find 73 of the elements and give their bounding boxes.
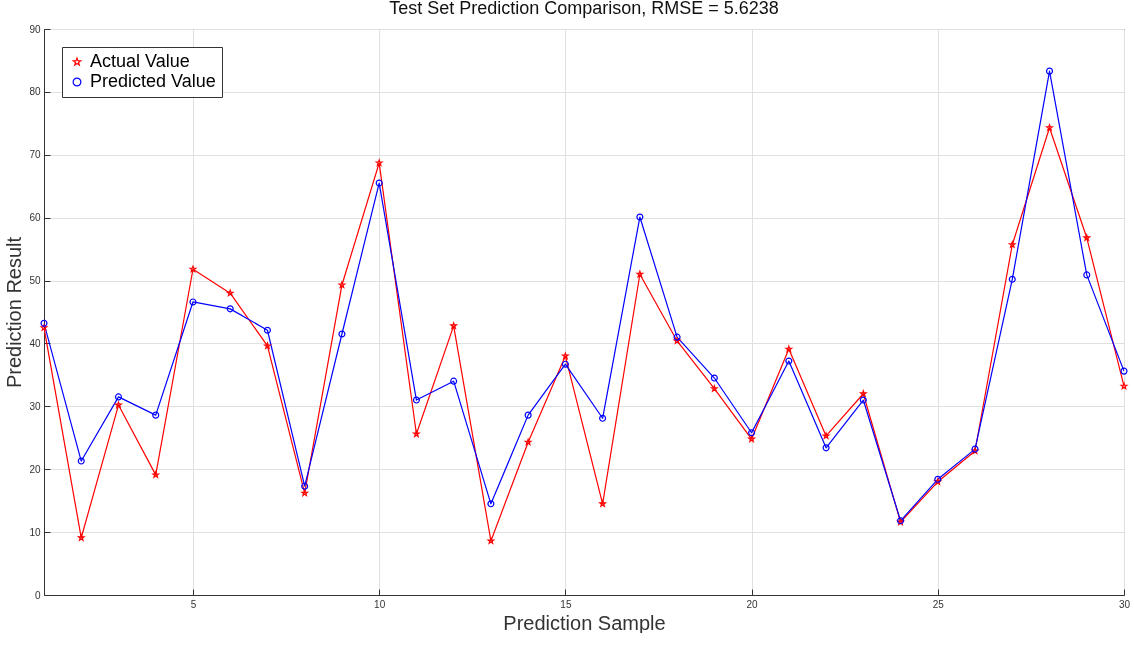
y-tick-label: 70 — [29, 149, 41, 161]
y-tick-label: 0 — [34, 589, 41, 601]
point — [226, 289, 234, 297]
point — [1008, 275, 1016, 283]
y-tick-label: 60 — [29, 212, 41, 224]
point — [673, 333, 681, 341]
point — [524, 438, 532, 446]
point — [599, 414, 607, 422]
point — [487, 537, 495, 544]
point — [413, 430, 420, 437]
point — [338, 330, 346, 338]
point — [338, 281, 346, 288]
y-tick-label: 40 — [29, 337, 41, 349]
y-tick-label: 80 — [29, 86, 41, 98]
point — [822, 432, 830, 439]
point — [561, 360, 569, 368]
point — [114, 393, 123, 401]
point — [77, 457, 85, 465]
point — [115, 401, 122, 409]
point — [189, 265, 197, 273]
x-tick-label: 15 — [560, 598, 572, 610]
x-tick-label: 30 — [1118, 598, 1131, 610]
point — [561, 352, 569, 360]
point — [710, 374, 718, 382]
point — [450, 377, 458, 385]
x-tick-label: 5 — [190, 598, 197, 610]
point — [636, 213, 644, 221]
point — [1083, 271, 1091, 279]
point — [636, 270, 644, 278]
point — [822, 444, 830, 452]
point — [785, 357, 793, 365]
y-axis-title: Prediction Result — [3, 236, 26, 389]
point — [264, 342, 271, 349]
point — [375, 159, 383, 166]
point — [226, 305, 234, 313]
y-tick-label: 50 — [29, 275, 41, 287]
point — [785, 345, 793, 353]
point — [673, 337, 681, 344]
point — [412, 396, 420, 404]
x-tick-label: 20 — [746, 598, 759, 610]
point — [152, 411, 160, 419]
point — [263, 326, 272, 334]
point — [40, 324, 48, 331]
point — [524, 411, 532, 419]
x-tick-label: 25 — [932, 598, 945, 610]
legend-label: Actual Value — [90, 51, 190, 71]
point — [301, 489, 309, 497]
point — [1083, 234, 1091, 241]
point — [859, 396, 867, 404]
y-tick-label: 90 — [29, 23, 41, 35]
point — [301, 482, 309, 490]
point — [77, 534, 85, 541]
point — [1045, 67, 1054, 75]
point — [450, 322, 458, 329]
point — [1046, 124, 1053, 131]
point — [748, 429, 756, 437]
point — [487, 500, 495, 508]
x-axis-title: Prediction Sample — [503, 611, 666, 634]
legend-label: Predicted Value — [90, 71, 216, 91]
point — [375, 179, 383, 187]
point — [748, 435, 755, 443]
y-tick-label: 10 — [29, 526, 41, 538]
point — [152, 471, 160, 478]
point — [1008, 241, 1016, 248]
y-tick-label: 20 — [29, 463, 41, 475]
chart-title: Test Set Prediction Comparison, RMSE = 5.6238 — [389, 0, 779, 18]
point — [710, 385, 718, 392]
point — [189, 298, 197, 306]
x-tick-label: 10 — [374, 598, 386, 610]
y-tick-label: 30 — [29, 400, 41, 412]
point — [599, 500, 607, 507]
point — [1120, 382, 1128, 390]
point — [859, 390, 867, 397]
